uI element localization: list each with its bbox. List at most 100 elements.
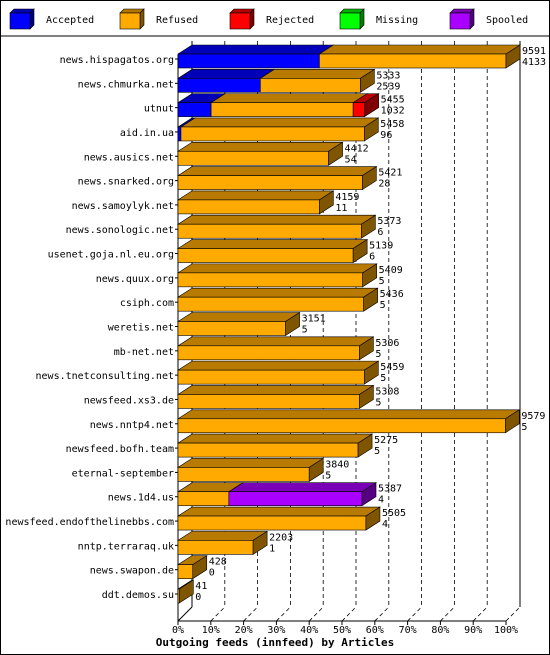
bar-newsfeed-bofh-team-refused-side xyxy=(357,433,373,458)
bar-news-chmurka-net-accepted xyxy=(177,78,261,93)
bar-eternal-september-refused-side xyxy=(308,457,324,482)
bar-newsfeed-xs3-de-refused-side xyxy=(359,384,374,410)
grid-depth-40 xyxy=(308,606,324,622)
bar-news-sonologic-net-refused-side xyxy=(361,214,376,239)
bar-news-samoylyk-net-refused-top xyxy=(176,190,335,201)
data-label-accepted-eternal-september: 5 xyxy=(325,470,331,481)
data-label-total-utnut: 5455 xyxy=(381,95,405,106)
legend-label-accepted: Accepted xyxy=(46,15,94,26)
category-label-csiph-com: csiph.com xyxy=(120,298,174,309)
legend-swatch-missing xyxy=(339,12,361,30)
bar-news-samoylyk-net-refused-side xyxy=(319,190,334,215)
bar-weretis-net-refused-side xyxy=(285,311,300,337)
bar-news-tnetconsulting-net-refused xyxy=(177,369,365,385)
bar-news-1d4-us-spooled xyxy=(228,491,363,507)
data-label-total-newsfeed-endofthelinebbs-com: 5505 xyxy=(382,508,406,519)
grid-depth-50 xyxy=(341,606,357,622)
data-label-accepted-news-sonologic-net: 6 xyxy=(377,227,383,238)
legend-swatch-accepted xyxy=(9,12,31,30)
category-label-news-ausics-net: news.ausics.net xyxy=(84,152,174,163)
grid-depth-90 xyxy=(472,606,488,622)
data-label-accepted-news-hispagatos-org: 4133 xyxy=(522,57,546,68)
bar-news-hispagatos-org-refused xyxy=(319,53,507,69)
data-label-total-news-chmurka-net: 5333 xyxy=(376,70,400,81)
x-tick-label-0: 0% xyxy=(172,625,184,636)
category-label-news-snarked-org: news.snarked.org xyxy=(78,177,174,188)
category-label-mb-net-net: mb-net.net xyxy=(114,347,174,358)
x-tick-label-80: 80% xyxy=(431,625,449,636)
bar-news-chmurka-net-refused-side xyxy=(360,68,375,93)
x-tick-label-100: 100% xyxy=(494,625,518,636)
data-label-total-news-ausics-net: 4412 xyxy=(345,143,369,154)
legend-label-refused: Refused xyxy=(156,15,198,26)
data-label-accepted-news-ausics-net: 54 xyxy=(345,154,357,165)
data-label-total-news-1d4-us: 5387 xyxy=(378,484,402,495)
data-label-total-csiph-com: 5436 xyxy=(380,289,404,300)
bar-csiph-com-refused xyxy=(177,296,364,312)
data-label-accepted-newsfeed-xs3-de: 5 xyxy=(375,397,381,408)
data-label-accepted-news-swapon-de: 0 xyxy=(209,568,215,579)
bar-news-hispagatos-org-refused-top xyxy=(318,44,522,55)
grid-depth-30 xyxy=(276,606,291,622)
data-label-total-nntp-terraraq-uk: 2203 xyxy=(269,532,293,543)
data-label-total-eternal-september: 3840 xyxy=(325,459,349,470)
grid-depth-80 xyxy=(440,606,455,622)
bar-news-nntp4-net-refused-side xyxy=(505,409,520,434)
bar-csiph-com-refused-side xyxy=(363,287,378,312)
bar-utnut-rejected-side xyxy=(364,93,379,118)
legend-swatch-missing-side xyxy=(359,8,365,30)
legend: Accepted Refused Rejected Missing Spooled xyxy=(9,8,528,30)
legend-label-rejected: Rejected xyxy=(266,15,314,26)
bar-mb-net-net-refused-top xyxy=(176,336,375,347)
bar-newsfeed-xs3-de-refused xyxy=(177,394,360,409)
data-label-total-usenet-goja-nl-eu-org: 5139 xyxy=(369,241,393,252)
bar-csiph-com-refused-top xyxy=(176,287,379,298)
bar-news-chmurka-net-accepted-top xyxy=(176,69,276,79)
data-label-accepted-usenet-goja-nl-eu-org: 6 xyxy=(369,252,375,263)
legend-swatch-accepted-side xyxy=(29,8,35,30)
data-label-total-news-snarked-org: 5421 xyxy=(378,168,402,179)
bar-news-hispagatos-org-refused-side xyxy=(505,44,521,69)
bar-aid-in-ua-refused-top xyxy=(179,117,380,128)
bar-nntp-terraraq-uk-refused-top xyxy=(176,531,269,541)
grid-depth-70 xyxy=(407,606,422,622)
bar-news-tnetconsulting-net-refused-side xyxy=(364,360,379,385)
x-tick-label-50: 50% xyxy=(333,625,351,636)
bar-news-swapon-de-refused xyxy=(177,564,194,579)
bar-newsfeed-bofh-team-refused-top xyxy=(176,433,374,444)
bar-newsfeed-bofh-team-refused xyxy=(177,442,359,458)
category-label-weretis-net: weretis.net xyxy=(108,323,174,334)
bar-news-snarked-org-refused xyxy=(177,175,363,190)
category-label-news-swapon-de: news.swapon.de xyxy=(90,566,174,577)
plot-area: 0% 10% 20% 30% 40% 50% 60% 70% 80% 90% 100% news.hi… xyxy=(1,35,549,636)
bar-utnut-accepted xyxy=(177,102,212,117)
x-tick-label-90: 90% xyxy=(464,625,482,636)
data-label-total-newsfeed-bofh-team: 5275 xyxy=(374,435,398,446)
bar-newsfeed-xs3-de-refused-top xyxy=(176,385,375,395)
category-label-news-samoylyk-net: news.samoylyk.net xyxy=(72,201,174,212)
data-label-total-news-tnetconsulting-net: 5459 xyxy=(380,362,404,373)
data-label-total-weretis-net: 3151 xyxy=(302,314,326,325)
data-label-total-news-sonologic-net: 5373 xyxy=(377,216,401,227)
data-label-accepted-nntp-terraraq-uk: 1 xyxy=(269,543,275,554)
data-label-total-news-swapon-de: 428 xyxy=(209,557,227,568)
bar-news-samoylyk-net-refused xyxy=(177,199,320,215)
legend-label-spooled: Spooled xyxy=(486,15,528,26)
data-label-accepted-weretis-net: 5 xyxy=(302,325,308,336)
data-label-accepted-utnut: 1032 xyxy=(381,106,405,117)
bar-news-1d4-us-spooled-side xyxy=(361,482,377,507)
data-label-accepted-news-samoylyk-net: 11 xyxy=(335,203,347,214)
legend-swatch-refused xyxy=(119,12,141,30)
bar-news-nntp4-net-refused-top xyxy=(176,409,521,420)
bar-aid-in-ua-accepted xyxy=(177,126,182,142)
data-label-total-mb-net-net: 5306 xyxy=(375,338,399,349)
bar-aid-in-ua-refused xyxy=(180,126,365,142)
category-label-nntp-terraraq-uk: nntp.terraraq.uk xyxy=(78,541,174,552)
data-label-accepted-news-1d4-us: 4 xyxy=(378,495,384,506)
bar-eternal-september-refused-top xyxy=(176,458,325,468)
grid-depth-10 xyxy=(210,606,226,622)
category-label-usenet-goja-nl-eu-org: usenet.goja.nl.eu.org xyxy=(48,250,174,261)
data-label-total-news-quux-org: 5409 xyxy=(379,265,403,276)
